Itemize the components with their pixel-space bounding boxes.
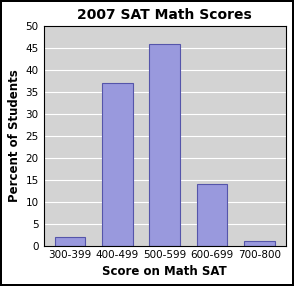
Title: 2007 SAT Math Scores: 2007 SAT Math Scores (77, 8, 252, 22)
Y-axis label: Percent of Students: Percent of Students (8, 69, 21, 202)
Bar (197, 184, 227, 246)
Bar (102, 83, 133, 246)
Bar (244, 241, 275, 246)
X-axis label: Score on Math SAT: Score on Math SAT (102, 265, 227, 278)
Bar (55, 237, 85, 246)
Bar (149, 44, 180, 246)
